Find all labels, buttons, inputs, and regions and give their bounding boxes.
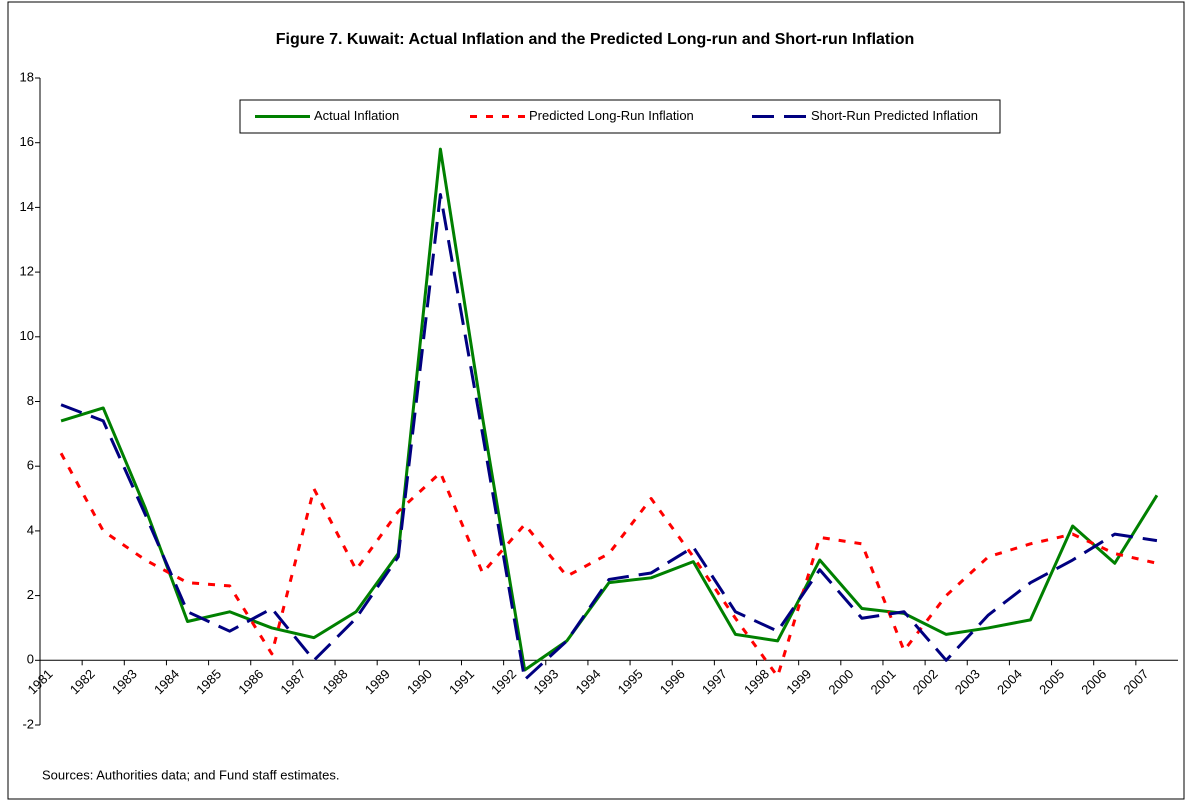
legend-label: Short-Run Predicted Inflation bbox=[811, 108, 978, 123]
y-tick-label: 12 bbox=[20, 264, 34, 279]
y-tick-label: 16 bbox=[20, 134, 34, 149]
y-tick-label: 8 bbox=[27, 393, 34, 408]
y-tick-label: 10 bbox=[20, 328, 34, 343]
chart-title: Figure 7. Kuwait: Actual Inflation and t… bbox=[276, 31, 915, 48]
y-tick-label: 0 bbox=[27, 652, 34, 667]
y-tick-label: 18 bbox=[20, 69, 34, 84]
series-line bbox=[60, 192, 1158, 682]
source-note: Sources: Authorities data; and Fund staf… bbox=[42, 767, 339, 782]
chart-frame bbox=[7, 1, 1185, 800]
series-line bbox=[59, 452, 1158, 678]
y-tick-label: 14 bbox=[20, 199, 34, 214]
legend-label: Actual Inflation bbox=[314, 108, 399, 123]
y-tick-label: 2 bbox=[27, 587, 34, 602]
y-tick-label: -2 bbox=[22, 716, 34, 731]
y-tick-label: 6 bbox=[27, 458, 34, 473]
y-tick-label: 4 bbox=[27, 522, 34, 537]
series-line bbox=[60, 147, 1159, 672]
legend-box bbox=[239, 99, 1001, 134]
legend-label: Predicted Long-Run Inflation bbox=[529, 108, 694, 123]
